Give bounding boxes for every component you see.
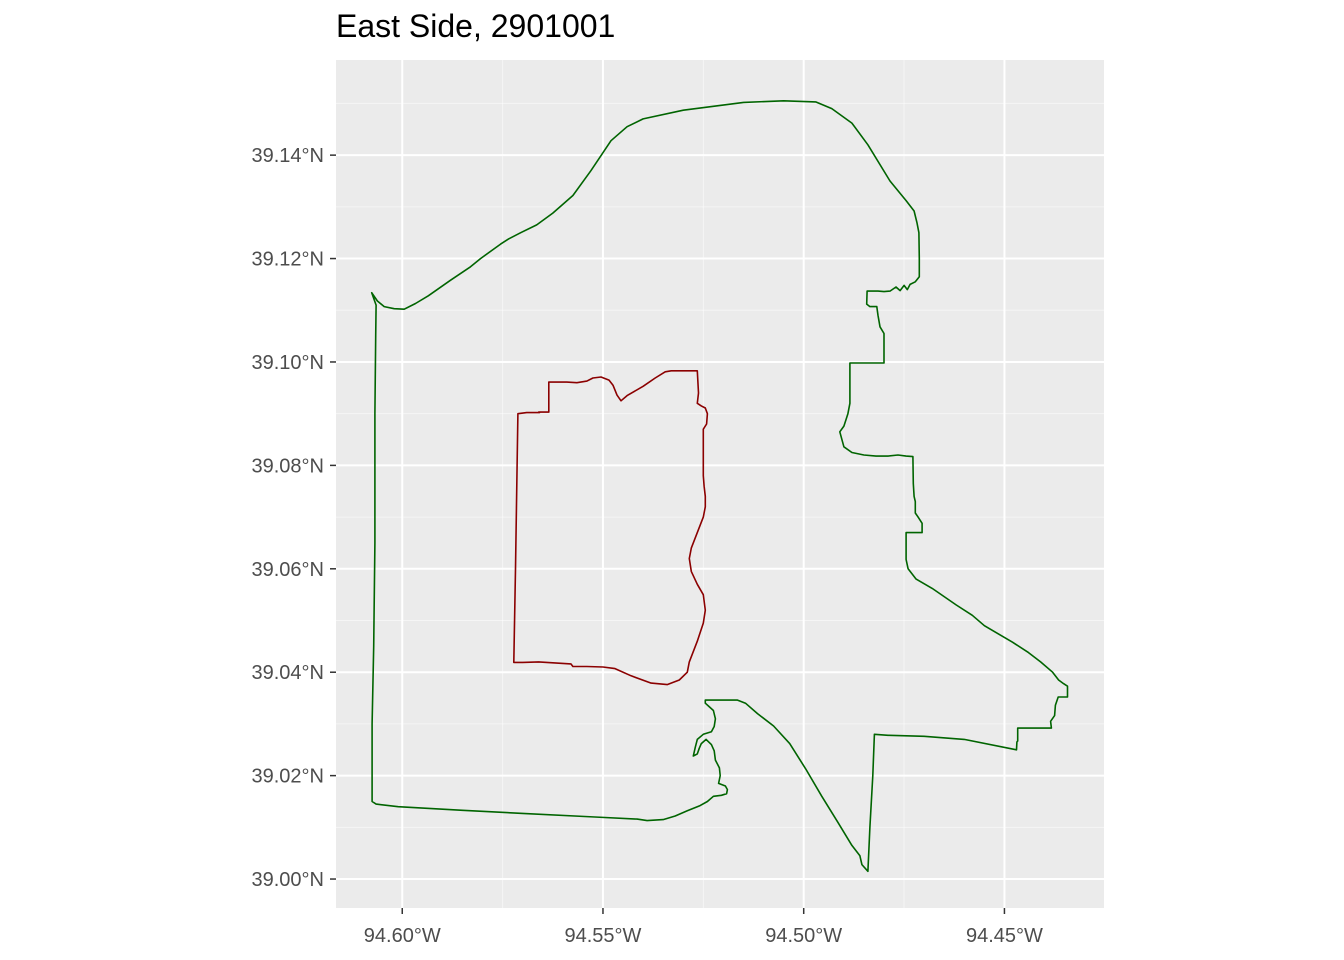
- boundary-polygon-2: [513, 370, 709, 686]
- boundary-polygon-1: [370, 100, 1069, 873]
- x-tick-label: 94.45°W: [966, 925, 1043, 947]
- y-tick-label: 39.02°N: [252, 766, 325, 788]
- boundaries: [370, 100, 1069, 873]
- x-axis: 94.60°W 94.55°W 94.50°W 94.45°W: [364, 908, 1043, 947]
- map-panel: [336, 60, 1104, 908]
- y-tick-label: 39.00°N: [252, 869, 325, 891]
- x-tick-label: 94.50°W: [765, 925, 842, 947]
- y-tick-label: 39.10°N: [252, 352, 325, 374]
- y-tick-label: 39.06°N: [252, 559, 325, 581]
- y-tick-label: 39.04°N: [252, 662, 325, 684]
- y-tick-label: 39.12°N: [252, 249, 325, 271]
- grid-lines: [336, 60, 1104, 908]
- y-tick-label: 39.14°N: [252, 145, 325, 167]
- x-tick-label: 94.60°W: [364, 925, 441, 947]
- x-tick-label: 94.55°W: [565, 925, 642, 947]
- plot-title: East Side, 2901001: [336, 8, 616, 44]
- y-tick-label: 39.08°N: [252, 455, 325, 477]
- y-axis: 39.00°N 39.02°N 39.04°N 39.06°N 39.08°N 39.10…: [252, 145, 336, 891]
